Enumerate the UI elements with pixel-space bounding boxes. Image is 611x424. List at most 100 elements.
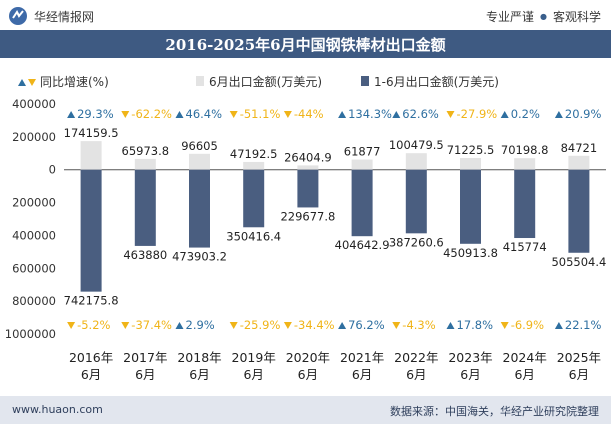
bar-cumulative: [351, 169, 373, 237]
growth-up-icon: [446, 322, 455, 329]
growth-down-icon: [392, 322, 401, 329]
value-label-cumulative: 350416.4: [226, 229, 281, 243]
chart-title: 2016-2025年6月中国钢铁棒材出口金额: [165, 35, 446, 54]
category-label-year: 2022年: [394, 350, 438, 365]
value-label-cumulative: 742175.8: [64, 294, 119, 308]
category-label-month: 6月: [460, 367, 480, 382]
value-label-monthly: 100479.5: [389, 138, 444, 152]
bar-monthly: [243, 161, 265, 170]
bar-cumulative: [80, 169, 102, 292]
growth-cumulative-label: -37.4%: [131, 318, 172, 332]
category-label-year: 2017年: [123, 350, 167, 365]
category-label-year: 2018年: [177, 350, 221, 365]
bar-monthly: [460, 158, 481, 170]
bar-monthly: [514, 158, 536, 170]
value-label-cumulative: 229677.8: [280, 209, 335, 223]
category-label-year: 2020年: [286, 350, 330, 365]
growth-down-icon: [229, 322, 238, 329]
growth-up-icon: [392, 111, 401, 118]
growth-up-icon: [338, 111, 347, 118]
growth-down-icon: [446, 111, 455, 118]
y-tick-label: 800000: [12, 294, 56, 308]
category-label-year: 2024年: [503, 350, 547, 365]
growth-monthly-label: 0.2%: [511, 107, 540, 121]
bar-cumulative: [189, 169, 210, 248]
bar-monthly: [405, 153, 427, 170]
y-tick-label: 600000: [12, 261, 56, 275]
value-label-monthly: 84721: [561, 141, 598, 155]
bar-monthly: [134, 158, 156, 170]
y-tick-label: 0: [49, 163, 56, 177]
growth-monthly-label: -27.9%: [457, 107, 498, 121]
bar-monthly: [80, 141, 102, 170]
growth-down-icon: [500, 322, 509, 329]
category-label-year: 2021年: [340, 350, 384, 365]
chart: 同比增速(%) 6月出口金额(万美元) 1-6月出口金额(万美元) 400000 200…: [5, 74, 607, 382]
growth-down-icon: [283, 111, 292, 118]
growth-cumulative-label: -34.4%: [294, 318, 335, 332]
bar-monthly: [297, 165, 319, 170]
category-label-year: 2019年: [232, 350, 276, 365]
y-tick-label: 400000: [12, 228, 56, 242]
value-label-monthly: 70198.8: [501, 143, 549, 157]
value-label-monthly: 65973.8: [122, 144, 170, 158]
website-link[interactable]: www.huaon.com: [12, 403, 103, 416]
category-label-month: 6月: [189, 367, 209, 382]
growth-cumulative-label: 17.8%: [457, 318, 494, 332]
bar-cumulative: [568, 169, 590, 253]
growth-monthly-label: -51.1%: [240, 107, 281, 121]
growth-cumulative-label: -4.3%: [402, 318, 435, 332]
category-label-month: 6月: [406, 367, 426, 382]
growth-up-icon: [338, 322, 347, 329]
legend-down-triangle-icon: [28, 79, 36, 86]
y-tick-label: 200000: [12, 196, 56, 210]
value-label-cumulative: 387260.6: [389, 235, 444, 249]
category-label-month: 6月: [81, 367, 101, 382]
bar-cumulative: [460, 169, 481, 244]
growth-monthly-label: -44%: [294, 107, 324, 121]
bar-monthly: [351, 159, 373, 170]
growth-cumulative-label: -25.9%: [240, 318, 281, 332]
value-label-monthly: 47192.5: [230, 147, 278, 161]
legend-cumulative-label: 1-6月出口金额(万美元): [374, 74, 499, 89]
brand-name: 华经情报网: [34, 9, 95, 24]
category-label-month: 6月: [352, 367, 372, 382]
growth-monthly-label: 134.3%: [348, 107, 392, 121]
value-label-cumulative: 505504.4: [551, 255, 606, 269]
bar-cumulative: [134, 169, 156, 246]
legend-monthly-label: 6月出口金额(万美元): [209, 74, 322, 89]
value-label-monthly: 61877: [344, 145, 381, 159]
category-label-month: 6月: [135, 367, 155, 382]
growth-cumulative-label: 76.2%: [348, 318, 385, 332]
category-label-year: 2016年: [69, 350, 113, 365]
value-label-cumulative: 463880: [123, 248, 167, 262]
legend-monthly-swatch: [196, 76, 204, 86]
footer: www.huaon.com 数据来源：中国海关，华经产业研究院整理: [0, 396, 611, 424]
bar-cumulative: [297, 169, 319, 208]
value-label-cumulative: 415774: [503, 240, 547, 254]
brand: 华经情报网: [8, 6, 94, 26]
growth-monthly-label: 20.9%: [565, 107, 602, 121]
growth-up-icon: [175, 322, 184, 329]
bar-cumulative: [405, 169, 427, 234]
y-tick-label: 400000: [12, 97, 56, 111]
separator-dot-icon: ●: [540, 12, 547, 21]
tagline: 专业严谨 ● 客观科学: [486, 8, 601, 25]
value-label-monthly: 26404.9: [284, 150, 332, 164]
growth-down-icon: [229, 111, 238, 118]
title-bar: 2016-2025年6月中国钢铁棒材出口金额: [0, 30, 611, 58]
growth-monthly-label: 29.3%: [77, 107, 114, 121]
legend-growth-label: 同比增速(%): [40, 75, 109, 89]
growth-up-icon: [500, 111, 509, 118]
bar-cumulative: [243, 169, 265, 228]
bar-cumulative: [514, 169, 536, 239]
category-label-month: 6月: [569, 367, 589, 382]
growth-cumulative-label: -5.2%: [77, 318, 110, 332]
category-label-year: 2023年: [448, 350, 492, 365]
value-label-cumulative: 473903.2: [172, 250, 227, 264]
growth-cumulative-label: 2.9%: [186, 318, 215, 332]
growth-cumulative-label: -6.9%: [511, 318, 544, 332]
value-label-cumulative: 450913.8: [443, 246, 498, 260]
growth-down-icon: [121, 322, 130, 329]
category-label-month: 6月: [243, 367, 263, 382]
